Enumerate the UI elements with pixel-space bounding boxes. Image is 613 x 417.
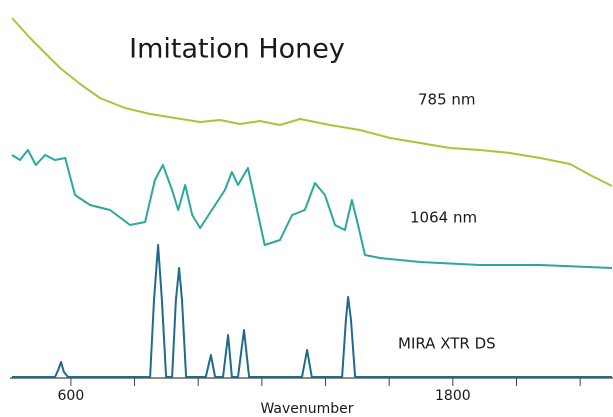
series-label: 1064 nm [410,209,477,227]
series-label: MIRA XTR DS [398,335,496,353]
x-axis-label: Wavenumber [260,401,353,417]
series-line [12,244,612,378]
series-line [11,17,613,187]
chart-title: Imitation Honey [129,34,345,65]
x-tick-label: 1800 [435,388,471,404]
series-label: 785 nm [418,91,476,109]
series-line [11,149,613,269]
x-tick-label: 600 [58,388,85,404]
